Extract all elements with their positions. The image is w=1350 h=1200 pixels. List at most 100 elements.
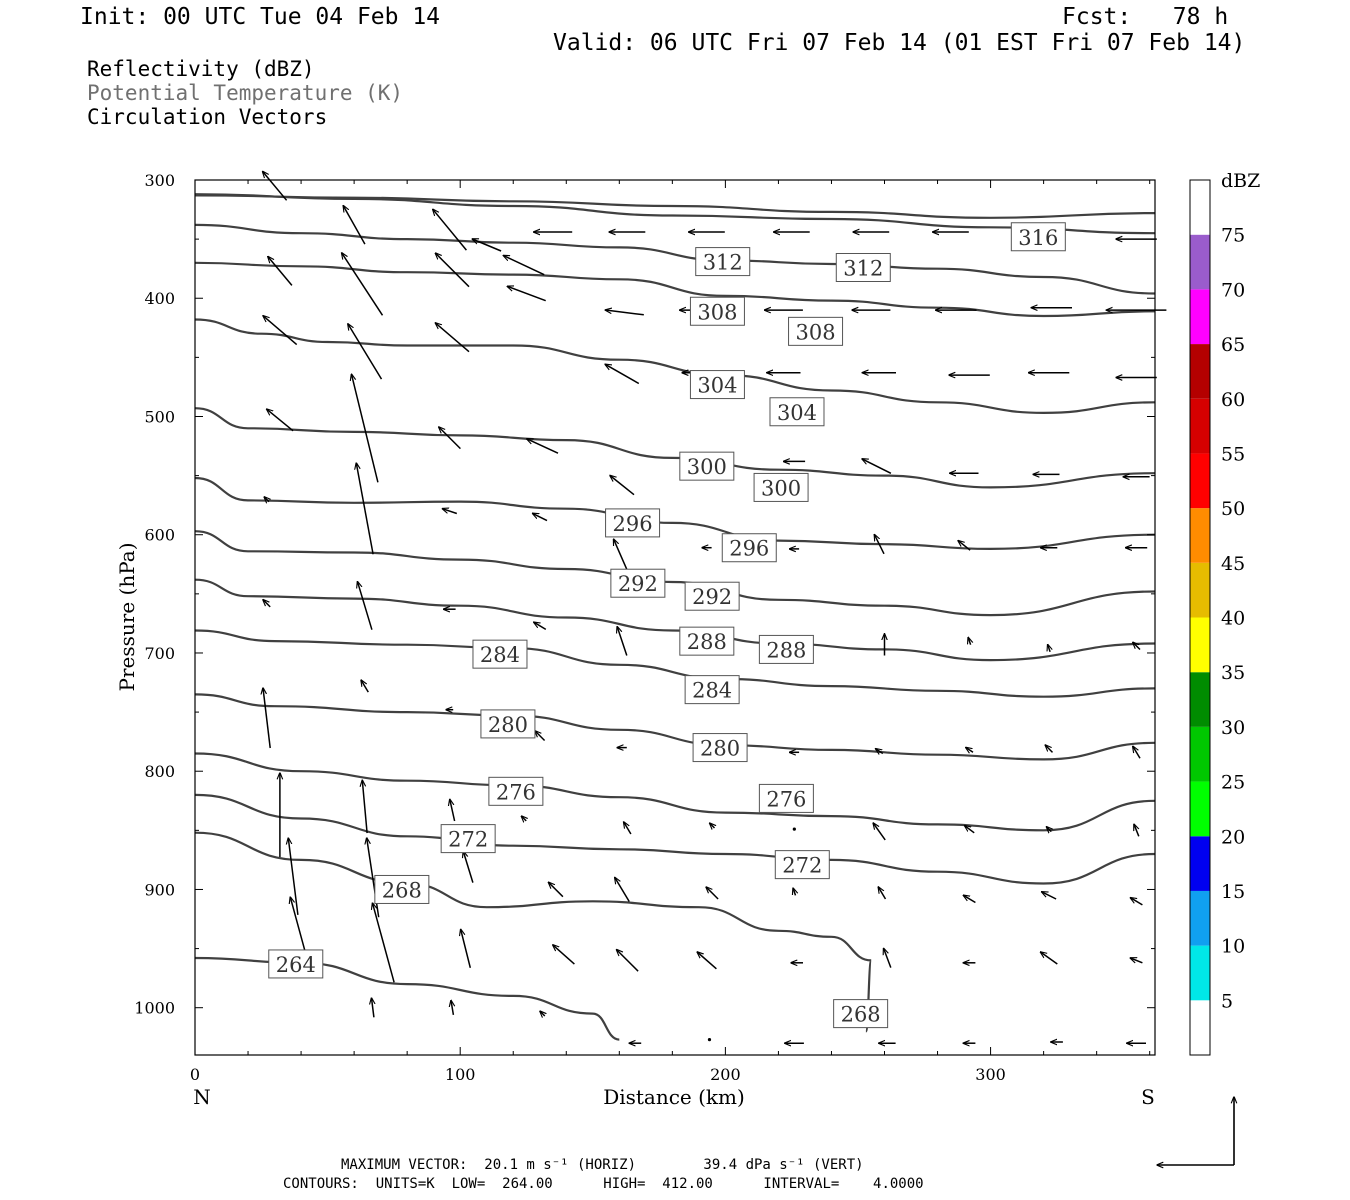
circulation-vector <box>963 895 976 904</box>
circulation-vector <box>463 851 474 883</box>
circulation-vector <box>264 497 269 502</box>
colorbar-swatch <box>1190 398 1210 454</box>
circulation-vector <box>372 998 374 1018</box>
contour-label-box <box>610 568 666 598</box>
x-tick-label: 200 <box>710 1065 741 1084</box>
circulation-vector <box>352 374 379 483</box>
legend-potential-temperature: Potential Temperature (K) <box>87 81 404 105</box>
colorbar-swatch <box>1190 234 1210 290</box>
circulation-vector <box>862 459 892 474</box>
circulation-vector <box>617 627 628 656</box>
circulation-vector <box>435 253 470 288</box>
circulation-vector <box>624 822 632 835</box>
theta-contour-268 <box>194 831 873 1033</box>
x-tick-label: 0 <box>190 1065 200 1084</box>
circulation-vector <box>439 427 461 450</box>
footer-max-vector: MAXIMUM VECTOR: 20.1 m s⁻¹ (HORIZ) 39.4 … <box>341 1157 864 1173</box>
dbz-colorbar: 5 10 15 20 25 30 35 40 45 50 55 60 65 70 75 <box>1189 179 1245 1056</box>
theta-contour-312 <box>194 223 1156 295</box>
contour-label: 316 <box>1018 226 1058 250</box>
colorbar-swatch <box>1190 617 1210 673</box>
max-vector-key <box>1157 1097 1234 1165</box>
contour-label: 304 <box>697 374 737 398</box>
circulation-vector <box>874 535 885 555</box>
contour-label: 308 <box>796 320 836 344</box>
circulation-vector <box>450 799 456 822</box>
y-axis-title: Pressure (hPa) <box>115 543 139 692</box>
contour-label: 280 <box>488 713 528 737</box>
circulation-vector <box>553 945 575 965</box>
colorbar-level-label: 75 <box>1221 225 1245 247</box>
y-tick-label: 800 <box>144 762 175 781</box>
colorbar-frame <box>1189 179 1211 1056</box>
colorbar-level-label: 10 <box>1221 936 1245 958</box>
theta-contour-304 <box>194 318 1156 415</box>
colorbar-swatch <box>1190 508 1210 563</box>
contour-label-box <box>692 733 748 763</box>
colorbar-level-label: 50 <box>1221 498 1245 520</box>
contour-label-box <box>480 709 536 739</box>
contour-label: 296 <box>729 537 769 561</box>
circulation-vector <box>966 748 974 753</box>
y-tick-label: 700 <box>144 644 175 663</box>
y-tick-label: 1000 <box>134 999 175 1018</box>
circulation-vector <box>605 310 644 316</box>
circulation-vector <box>1133 642 1141 651</box>
contour-label-box <box>679 451 735 481</box>
contour-label-box <box>788 316 844 346</box>
forecast-hour: Fcst: 78 h <box>1062 4 1229 30</box>
theta-contour-284 <box>194 629 1156 698</box>
theta-contour-320 <box>194 194 1156 219</box>
circulation-vector <box>549 882 564 898</box>
circulation-vector <box>356 463 374 555</box>
x-end-label-north: N <box>193 1085 211 1109</box>
circulation-vector <box>617 950 639 972</box>
contour-label-box <box>758 634 814 664</box>
circulation-vector <box>373 903 395 983</box>
colorbar-level-label: 40 <box>1221 608 1245 630</box>
contour-label: 292 <box>618 572 658 596</box>
contour-label: 276 <box>496 780 536 804</box>
contour-label: 288 <box>687 630 727 654</box>
contour-label-box <box>679 626 735 656</box>
contour-label-box <box>758 783 814 813</box>
colorbar-swatch <box>1190 180 1210 235</box>
circulation-vector <box>361 680 369 693</box>
circulation-vector <box>540 1011 545 1016</box>
circulation-vector <box>267 409 294 432</box>
circulation-vector <box>288 838 299 915</box>
circulation-vector <box>342 253 384 316</box>
colorbar-level-label: 55 <box>1221 443 1245 465</box>
circulation-vector <box>503 256 545 276</box>
contour-label: 264 <box>276 953 316 977</box>
theta-contour-308 <box>194 261 1156 318</box>
colorbar-swatch <box>1190 344 1210 399</box>
axes: 300 400 500 600 700 800 900 1000 0 100 200 300 <box>134 171 1155 1084</box>
contour-label-box <box>689 370 745 400</box>
contour-label-box <box>689 296 745 326</box>
circulation-vector <box>521 816 526 821</box>
legend-reflectivity: Reflectivity (dBZ) <box>87 57 315 81</box>
colorbar-swatch <box>1190 890 1210 946</box>
contour-label-box <box>440 824 496 854</box>
circulation-vector <box>710 823 715 828</box>
circulation-vector <box>533 513 548 522</box>
legend-circulation-vectors: Circulation Vectors <box>87 105 328 129</box>
contour-label: 296 <box>613 512 653 536</box>
circulation-vector <box>263 172 288 201</box>
contour-label: 276 <box>766 787 806 811</box>
contour-label-box <box>488 776 544 806</box>
circulation-vector <box>1134 824 1140 837</box>
contour-label: 284 <box>480 643 520 667</box>
circulation-vector <box>507 286 546 302</box>
contour-label-box <box>268 949 324 979</box>
circulation-vector <box>435 323 470 353</box>
contour-label: 312 <box>703 251 743 275</box>
circulation-vector <box>268 257 293 286</box>
circulation-vector <box>876 749 884 754</box>
theta-contour-296 <box>194 476 1156 551</box>
colorbar-swatch <box>1190 1000 1210 1055</box>
theta-contour-280 <box>194 693 1156 761</box>
circulation-vector <box>343 206 366 245</box>
